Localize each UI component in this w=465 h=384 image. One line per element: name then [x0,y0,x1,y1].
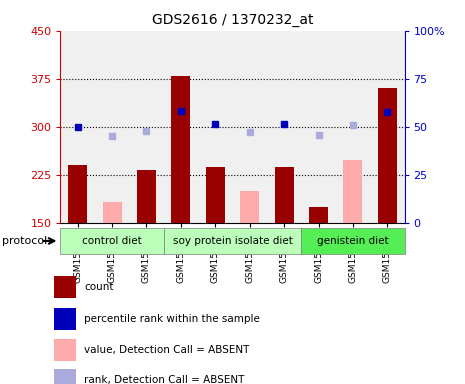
Text: value, Detection Call = ABSENT: value, Detection Call = ABSENT [84,344,249,354]
FancyBboxPatch shape [54,308,76,330]
FancyBboxPatch shape [54,339,76,361]
FancyBboxPatch shape [60,228,164,254]
FancyBboxPatch shape [54,369,76,384]
Bar [275,167,293,223]
Title: GDS2616 / 1370232_at: GDS2616 / 1370232_at [152,13,313,27]
Bar [68,165,87,223]
Text: count: count [84,282,113,292]
FancyBboxPatch shape [164,228,301,254]
Text: protocol: protocol [2,236,47,246]
Bar [172,76,190,223]
Bar [103,202,121,223]
Text: rank, Detection Call = ABSENT: rank, Detection Call = ABSENT [84,375,245,384]
Bar [206,167,225,223]
Bar [309,207,328,223]
Text: genistein diet: genistein diet [317,236,389,246]
Text: control diet: control diet [82,236,142,246]
FancyBboxPatch shape [54,276,76,298]
FancyBboxPatch shape [301,228,405,254]
Bar [137,170,156,223]
Bar [344,160,362,223]
Bar [378,88,397,223]
Bar [240,191,259,223]
Text: soy protein isolate diet: soy protein isolate diet [173,236,292,246]
Text: percentile rank within the sample: percentile rank within the sample [84,314,260,324]
